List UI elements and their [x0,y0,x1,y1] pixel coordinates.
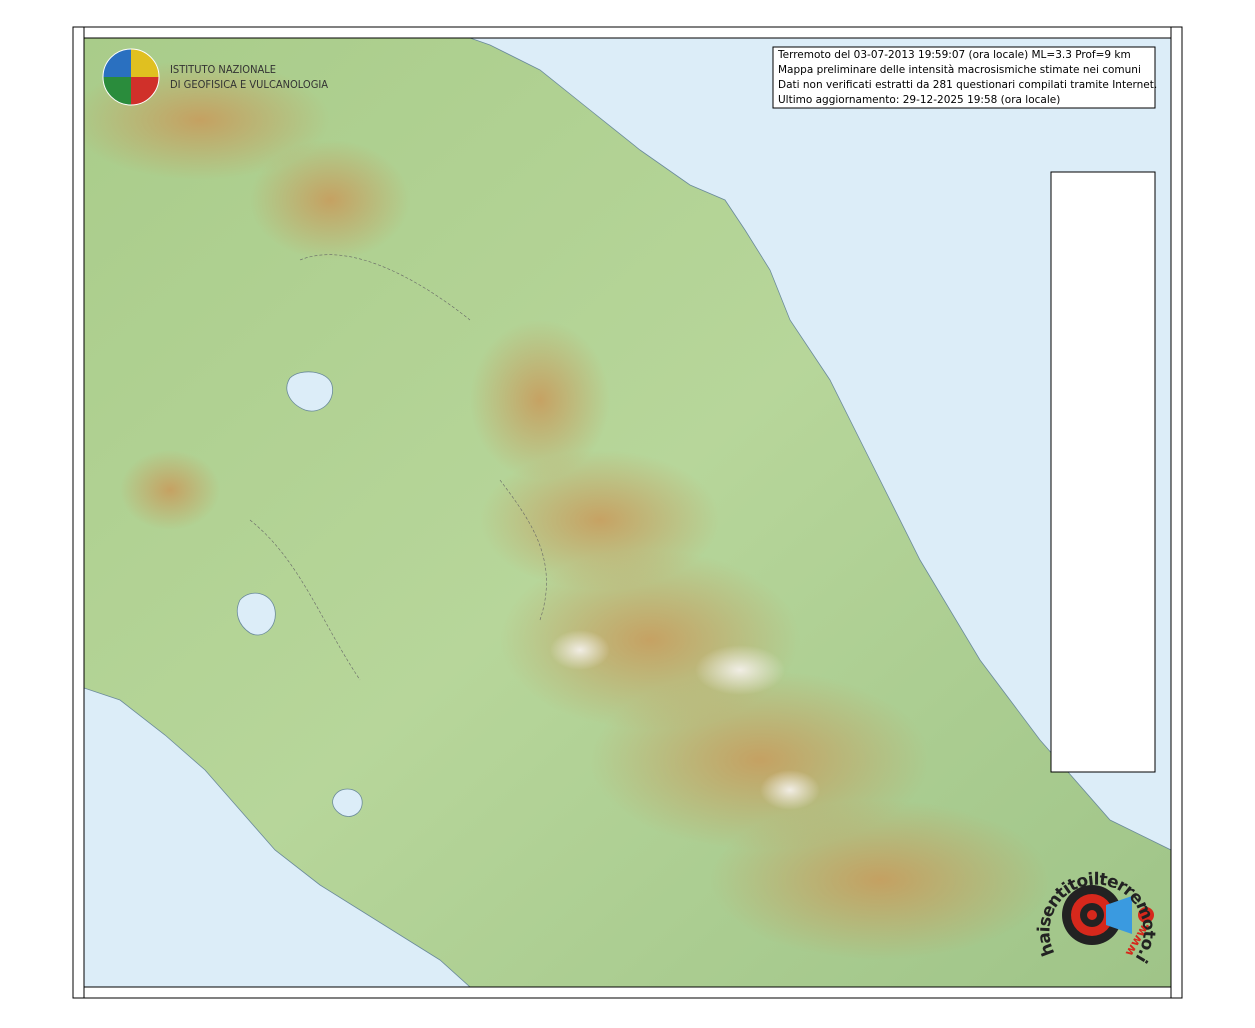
info-line: Terremoto del 03-07-2013 19:59:07 (ora l… [777,49,1131,61]
frame [72,26,1183,999]
terrain [84,38,1171,987]
ingv-logo: ISTITUTO NAZIONALE DI GEOFISICA E VULCAN… [102,48,328,106]
info-line: Ultimo aggiornamento: 29-12-2025 19:58 (… [778,94,1060,106]
logo-line2: DI GEOFISICA E VULCANOLOGIA [170,78,328,91]
info-line: Dati non verificati estratti da 281 ques… [778,79,1157,91]
info-line: Mappa preliminare delle intensità macros… [778,64,1141,76]
logo-line1: ISTITUTO NAZIONALE [170,63,276,76]
info-box: Terremoto del 03-07-2013 19:59:07 (ora l… [772,46,1157,109]
legend [1050,171,1156,773]
